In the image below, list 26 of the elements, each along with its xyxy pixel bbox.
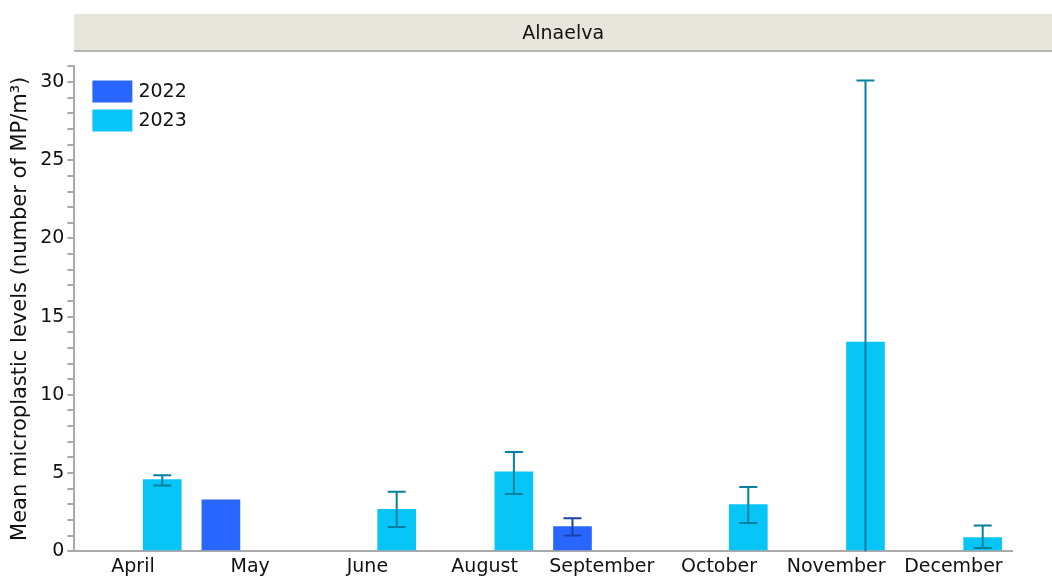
y-tick-label: 0 — [52, 538, 65, 561]
bar — [494, 471, 534, 551]
y-tick-label: 15 — [40, 303, 65, 326]
y-tick-label: 30 — [40, 68, 65, 91]
y-tick-label: 25 — [40, 147, 65, 170]
x-tick-label: June — [345, 553, 389, 576]
x-tick-label: December — [904, 553, 1003, 576]
x-tick-label: November — [786, 553, 886, 576]
x-tick-label: May — [230, 553, 270, 576]
legend-label: 2022 — [138, 79, 187, 102]
bar — [142, 479, 182, 551]
legend-label: 2023 — [138, 108, 187, 131]
bar — [377, 508, 417, 551]
bar — [728, 504, 768, 551]
x-tick-label: April — [111, 553, 155, 576]
y-tick-label: 10 — [40, 381, 65, 404]
y-axis-title: Mean microplastic levels (number of MP/m³) — [7, 76, 32, 541]
x-tick-label: September — [549, 553, 655, 576]
x-tick-label: October — [680, 553, 758, 576]
bar — [553, 526, 592, 551]
bar — [846, 341, 885, 551]
chart-title: Alnaelva — [74, 14, 1052, 52]
y-tick-label: 20 — [40, 225, 65, 248]
y-tick-label: 5 — [52, 459, 65, 482]
x-tick-label: August — [451, 553, 518, 576]
bar — [201, 499, 241, 551]
